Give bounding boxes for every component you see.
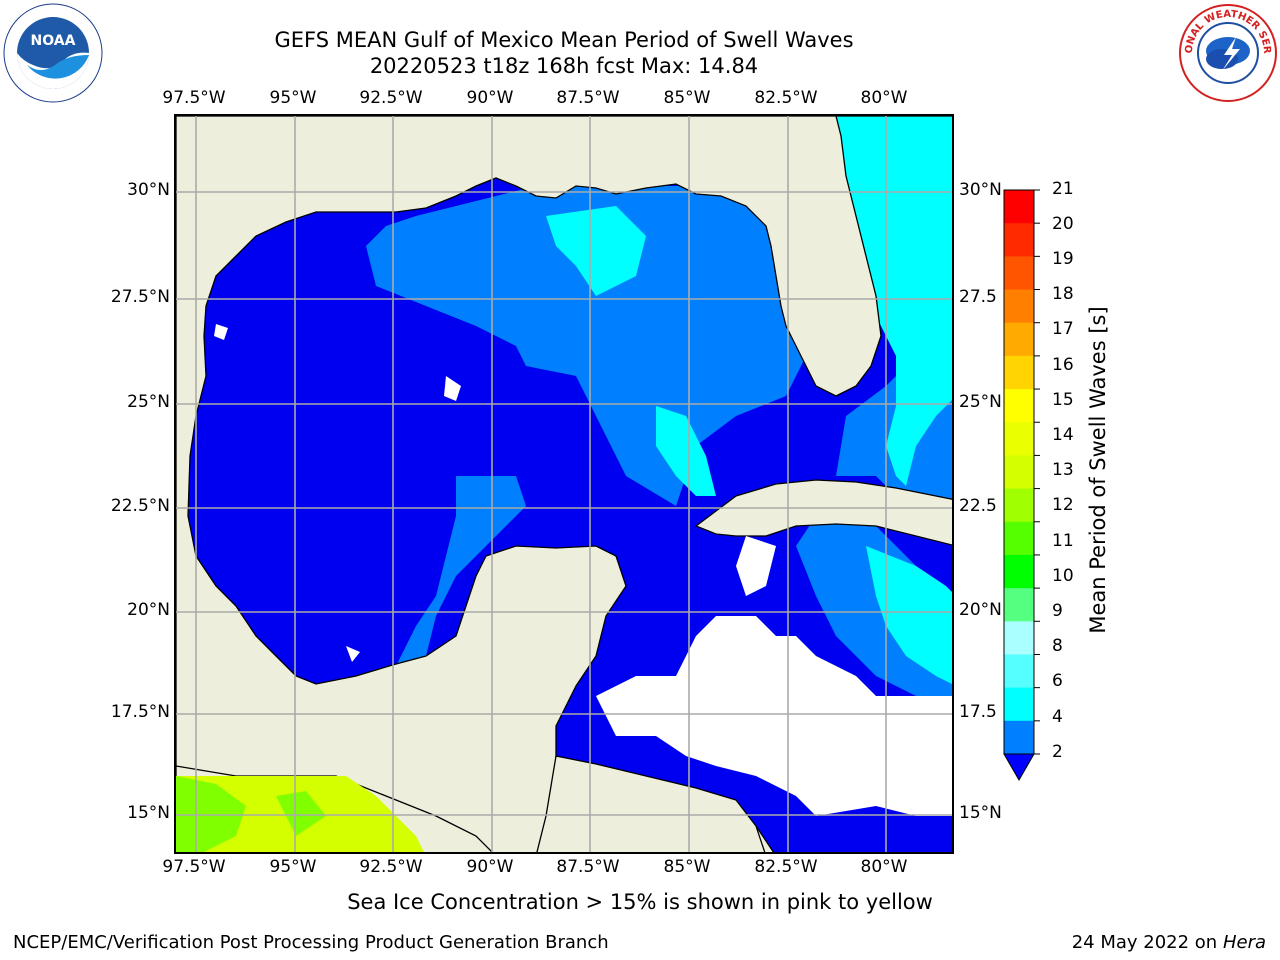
colorbar-tick-label: 6 [1052, 671, 1063, 691]
no-data-patch [214, 324, 228, 340]
swell-field-11-12 [276, 791, 326, 836]
swell-field-6-8 [656, 406, 716, 496]
colorbar-border [1003, 189, 1035, 755]
colorbar-tick-label: 17 [1052, 319, 1074, 339]
colorbar-tick-label: 4 [1052, 707, 1063, 727]
no-data-caribbean [596, 616, 952, 816]
lat-label-left: 27.5°N [110, 287, 170, 307]
colorbar-segment [1004, 190, 1034, 224]
colorbar-tick-label: 8 [1052, 636, 1063, 656]
noaa-logo-text: NOAA [31, 33, 76, 49]
lon-label-bottom: 92.5°W [359, 857, 423, 877]
colorbar-tick-label: 19 [1052, 249, 1074, 269]
no-data-patch [346, 646, 360, 662]
lon-label-bottom: 95°W [269, 857, 317, 877]
swell-field-6-8 [836, 116, 952, 486]
lon-label-top: 95°W [269, 88, 317, 108]
land-cuba [694, 479, 952, 546]
lat-label-left: 30°N [127, 180, 170, 200]
swell-field-4-6 [396, 476, 526, 666]
colorbar-segment [1004, 455, 1034, 490]
colorbar-tick-label: 14 [1052, 425, 1074, 445]
colorbar-segment [1004, 521, 1034, 556]
swell-field-6-8 [866, 546, 952, 684]
colorbar-tick-label: 20 [1052, 214, 1074, 234]
no-data-caribbean [736, 536, 776, 596]
colorbar-tick-label: 9 [1052, 601, 1063, 621]
lon-label-bottom: 87.5°W [556, 857, 620, 877]
credit-text: NCEP/EMC/Verification Post Processing Pr… [13, 932, 609, 953]
lon-label-top: 92.5°W [359, 88, 423, 108]
footnote: Sea Ice Concentration > 15% is shown in … [347, 890, 933, 914]
swell-field-11-12 [176, 776, 246, 852]
map-canvas [176, 116, 952, 852]
nws-logo: NATIONAL WEATHER SERVICE [1178, 3, 1277, 102]
lat-label-left: 17.5°N [110, 702, 170, 722]
lon-label-bottom: 85°W [663, 857, 711, 877]
colorbar-extend-triangle [1003, 753, 1035, 782]
gridlines [176, 116, 952, 852]
colorbar-segment [1004, 488, 1034, 523]
map-panel [174, 114, 954, 854]
colorbar-segment [1004, 621, 1034, 655]
colorbar-title: Mean Period of Swell Waves [s] [1086, 306, 1110, 634]
lon-label-top: 85°W [663, 88, 711, 108]
lon-label-bottom: 97.5°W [162, 857, 226, 877]
swell-field-6-8 [546, 206, 646, 296]
colorbar-segment [1004, 355, 1034, 390]
lat-label-right: 15°N [959, 803, 1002, 823]
colorbar-segment [1004, 223, 1034, 257]
lat-label-left: 15°N [127, 803, 170, 823]
colorbar-tick-label: 2 [1052, 742, 1063, 762]
lon-label-top: 97.5°W [162, 88, 226, 108]
lat-label-left: 20°N [127, 600, 170, 620]
noaa-logo: NOAA [3, 3, 103, 103]
swell-field-4-6 [366, 186, 806, 506]
lat-label-right: 25°N [959, 392, 1002, 412]
chart-title: GEFS MEAN Gulf of Mexico Mean Period of … [274, 28, 854, 52]
lon-label-bottom: 90°W [466, 857, 514, 877]
colorbar-segment [1004, 654, 1034, 689]
lat-label-right: 17.5 [959, 702, 997, 722]
colorbar-tick-label: 18 [1052, 284, 1074, 304]
colorbar-segment [1004, 588, 1034, 622]
colorbar-segment [1004, 554, 1034, 589]
colorbar-tick-label: 13 [1052, 460, 1074, 480]
lat-label-right: 30°N [959, 180, 1002, 200]
colorbar-tick-label: 21 [1052, 179, 1074, 199]
host-name: Hera [1222, 932, 1266, 953]
lat-label-right: 20°N [959, 600, 1002, 620]
lat-label-left: 25°N [127, 392, 170, 412]
date-text: 24 May 2022 on Hera [1072, 932, 1266, 953]
date-label: 24 May 2022 on [1071, 932, 1218, 953]
colorbar-tick-label: 12 [1052, 495, 1074, 515]
colorbar-tick-label: 10 [1052, 566, 1074, 586]
colorbar-tick-label: 16 [1052, 355, 1074, 375]
lon-label-top: 80°W [860, 88, 908, 108]
lat-label-left: 22.5°N [110, 496, 170, 516]
lon-label-top: 87.5°W [556, 88, 620, 108]
colorbar-segment [1004, 687, 1034, 722]
colorbar-segment [1004, 289, 1034, 324]
lat-label-right: 27.5 [959, 287, 997, 307]
lon-label-bottom: 80°W [860, 857, 908, 877]
colorbar-segment [1004, 389, 1034, 423]
chart-subtitle: 20220523 t18z 168h fcst Max: 14.84 [369, 54, 759, 78]
lon-label-top: 82.5°W [754, 88, 818, 108]
colorbar-segment [1004, 720, 1034, 755]
no-data-patch [444, 376, 461, 401]
lat-label-right: 22.5 [959, 496, 997, 516]
lon-label-bottom: 82.5°W [754, 857, 818, 877]
lon-label-top: 90°W [466, 88, 514, 108]
colorbar-segment [1004, 256, 1034, 291]
colorbar-segment [1004, 422, 1034, 456]
land-honduras-coast [536, 755, 766, 852]
colorbar [1003, 189, 1040, 782]
colorbar-segment [1004, 322, 1034, 357]
colorbar-tick-label: 15 [1052, 390, 1074, 410]
colorbar-tick-label: 11 [1052, 531, 1074, 551]
